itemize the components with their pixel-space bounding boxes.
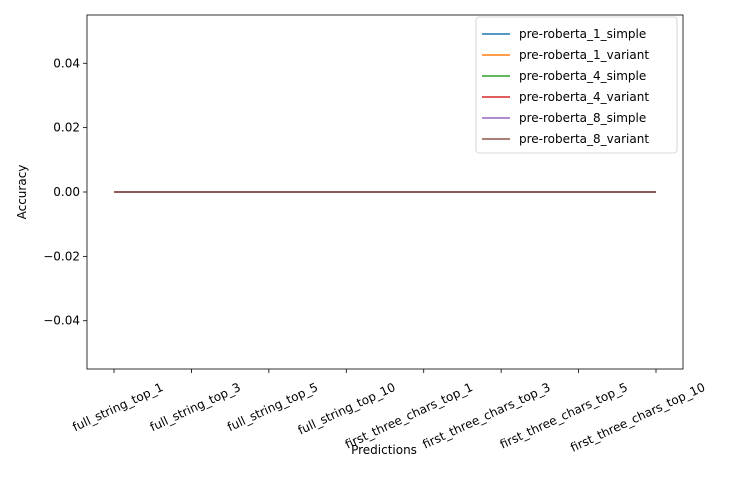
legend-entry: pre-roberta_4_variant xyxy=(519,90,649,104)
y-tick-label: 0.02 xyxy=(53,121,80,135)
y-tick-label: −0.04 xyxy=(43,314,80,328)
y-axis-ticks: −0.04 −0.02 0.00 0.02 0.04 xyxy=(43,56,87,328)
y-tick-label: 0.00 xyxy=(53,185,80,199)
legend-entry: pre-roberta_1_simple xyxy=(519,27,646,41)
x-tick-label: first_three_chars_top_5 xyxy=(498,380,630,452)
y-tick-label: 0.04 xyxy=(53,56,80,70)
legend-entry: pre-roberta_1_variant xyxy=(519,48,649,62)
legend-frame xyxy=(475,16,678,154)
legend: pre-roberta_1_simple pre-roberta_1_varian… xyxy=(475,16,678,154)
x-axis-ticks: full_string_top_1full_string_top_3full_s… xyxy=(70,369,707,455)
y-axis-label: Accuracy xyxy=(15,165,29,220)
x-tick-label: first_three_chars_top_10 xyxy=(568,380,707,455)
y-tick-label: −0.02 xyxy=(43,249,80,263)
legend-entry: pre-roberta_8_simple xyxy=(519,111,646,125)
legend-entry: pre-roberta_4_simple xyxy=(519,69,646,83)
plot-frame xyxy=(86,14,684,370)
x-axis-label: Predictions xyxy=(351,443,417,457)
x-tick-label: first_three_chars_top_1 xyxy=(343,380,475,452)
x-tick-label: first_three_chars_top_3 xyxy=(420,380,552,452)
legend-entry: pre-roberta_8_variant xyxy=(519,132,649,146)
